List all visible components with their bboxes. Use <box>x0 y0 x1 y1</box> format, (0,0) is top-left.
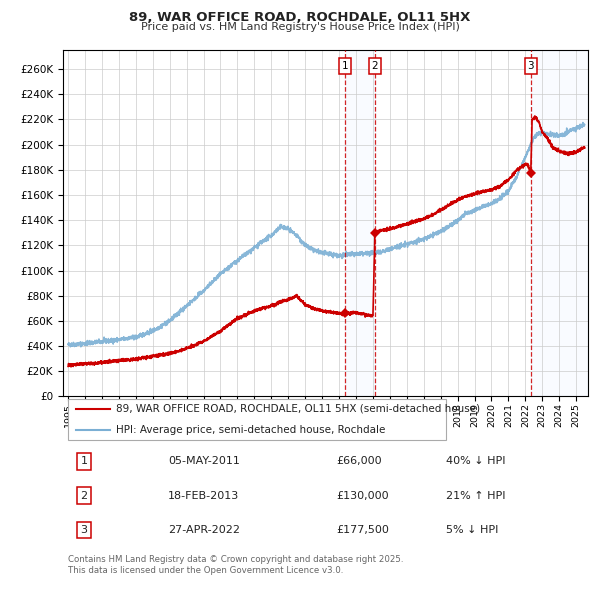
Text: 05-MAY-2011: 05-MAY-2011 <box>168 457 240 467</box>
Text: HPI: Average price, semi-detached house, Rochdale: HPI: Average price, semi-detached house,… <box>115 425 385 435</box>
Bar <box>531 50 588 396</box>
Text: 3: 3 <box>527 61 534 71</box>
Text: 2: 2 <box>80 491 88 501</box>
Text: 27-APR-2022: 27-APR-2022 <box>168 525 240 535</box>
Text: Contains HM Land Registry data © Crown copyright and database right 2025.
This d: Contains HM Land Registry data © Crown c… <box>68 555 404 575</box>
Text: 5% ↓ HPI: 5% ↓ HPI <box>446 525 499 535</box>
Text: 3: 3 <box>80 525 88 535</box>
FancyBboxPatch shape <box>68 399 446 440</box>
Text: 2: 2 <box>371 61 378 71</box>
Text: £66,000: £66,000 <box>336 457 382 467</box>
Text: 18-FEB-2013: 18-FEB-2013 <box>168 491 239 501</box>
Text: 89, WAR OFFICE ROAD, ROCHDALE, OL11 5HX: 89, WAR OFFICE ROAD, ROCHDALE, OL11 5HX <box>130 11 470 24</box>
Text: Price paid vs. HM Land Registry's House Price Index (HPI): Price paid vs. HM Land Registry's House … <box>140 22 460 32</box>
Text: 1: 1 <box>80 457 88 467</box>
Text: £130,000: £130,000 <box>336 491 389 501</box>
Text: 40% ↓ HPI: 40% ↓ HPI <box>446 457 506 467</box>
Text: 89, WAR OFFICE ROAD, ROCHDALE, OL11 5HX (semi-detached house): 89, WAR OFFICE ROAD, ROCHDALE, OL11 5HX … <box>115 404 479 414</box>
Text: £177,500: £177,500 <box>336 525 389 535</box>
Text: 1: 1 <box>341 61 348 71</box>
Text: 21% ↑ HPI: 21% ↑ HPI <box>446 491 506 501</box>
Bar <box>345 50 375 396</box>
